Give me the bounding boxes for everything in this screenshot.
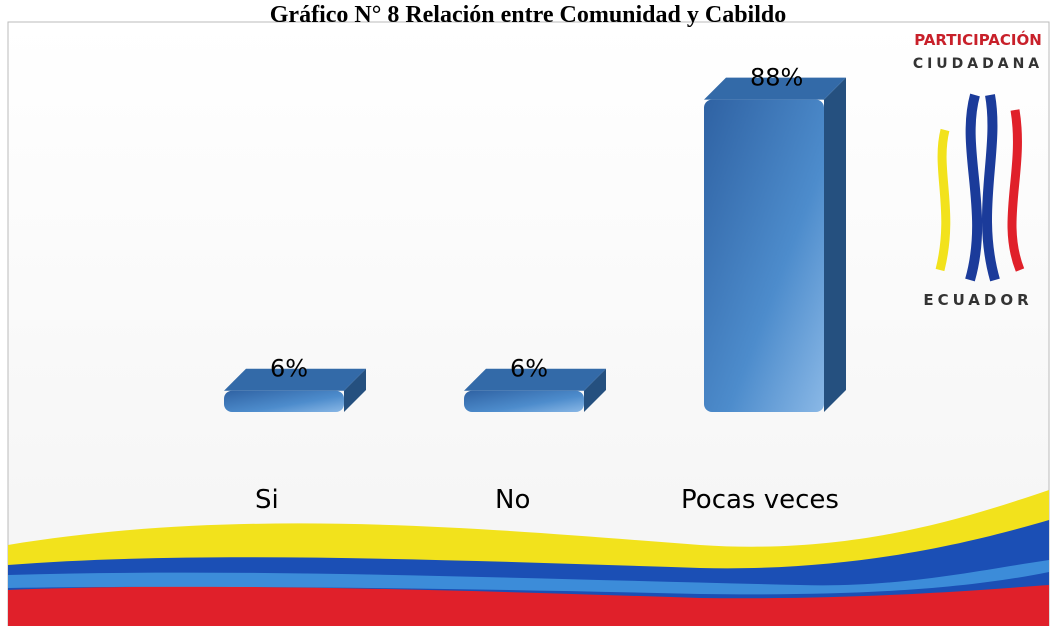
x-tick-label: No [495, 485, 530, 515]
logo-text: CIUDADANA [913, 56, 1043, 72]
x-tick-label: Pocas veces [681, 485, 839, 515]
bar [704, 77, 846, 412]
logo-text: PARTICIPACIÓN [914, 30, 1042, 49]
bar-side [584, 368, 606, 412]
bar-top [704, 77, 846, 100]
bar-side [344, 368, 366, 412]
bar [224, 368, 366, 412]
logo: PARTICIPACIÓN CIUDADANA ECUADOR [913, 30, 1043, 309]
bar-top [464, 368, 606, 391]
value-label: 6% [510, 355, 548, 383]
logo-text: ECUADOR [923, 291, 1032, 309]
frame [7, 21, 1050, 626]
bar-front [464, 390, 584, 412]
x-tick-label: Si [255, 485, 279, 515]
chart-title: Gráfico N° 8 Relación entre Comunidad y … [270, 2, 787, 28]
value-label: 88% [750, 64, 803, 92]
bar-side [824, 77, 846, 412]
bar-top [224, 368, 366, 391]
bar-front [704, 99, 824, 412]
bar [464, 368, 606, 412]
flag-waves [8, 490, 1049, 626]
bar-front [224, 390, 344, 412]
value-label: 6% [270, 355, 308, 383]
